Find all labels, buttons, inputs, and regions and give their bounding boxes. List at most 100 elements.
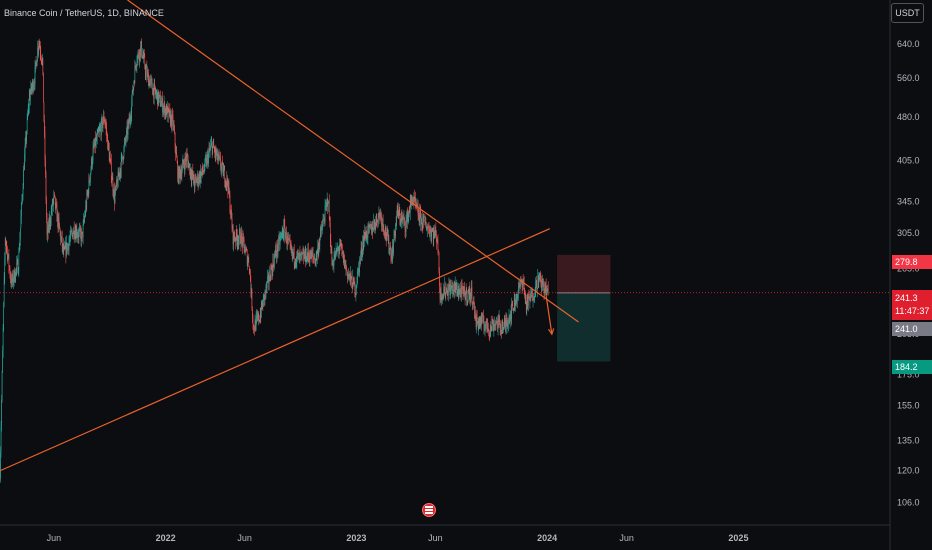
- candle-body: [504, 321, 505, 324]
- candle-body: [172, 114, 173, 116]
- candle-body: [301, 252, 302, 254]
- candle-body: [412, 200, 413, 205]
- candle-body: [263, 294, 265, 297]
- candle-body: [511, 303, 512, 320]
- candle-body: [512, 307, 514, 311]
- candle-body: [122, 157, 124, 162]
- candle-body: [217, 158, 219, 160]
- candle-body: [212, 143, 214, 147]
- candle-body: [223, 168, 225, 171]
- candle-body: [160, 105, 162, 107]
- candle-body: [235, 229, 237, 242]
- candle-body: [362, 242, 364, 248]
- candle-body: [351, 278, 353, 288]
- candle-body: [140, 46, 141, 57]
- candle-body: [387, 234, 389, 241]
- candle-body: [148, 79, 150, 86]
- candle-body: [146, 68, 148, 78]
- candle-body: [278, 236, 280, 238]
- candle-body: [240, 243, 242, 245]
- candle-body: [91, 158, 93, 166]
- currency-button[interactable]: USDT: [891, 3, 924, 23]
- candle-body: [386, 229, 388, 234]
- candle-body: [153, 84, 155, 99]
- candle-body: [81, 231, 82, 242]
- candle-body: [311, 251, 313, 256]
- candle-body: [397, 211, 399, 218]
- candle-body: [435, 229, 436, 234]
- candle-body: [439, 286, 441, 301]
- candle-body: [441, 296, 443, 300]
- candle-body: [182, 159, 184, 164]
- candle-body: [68, 242, 70, 251]
- candle-body: [153, 88, 154, 99]
- candle-body: [345, 260, 346, 269]
- candle-body: [428, 226, 429, 228]
- candle-body: [210, 143, 212, 146]
- candle-body: [361, 247, 362, 255]
- candle-body: [55, 203, 57, 209]
- candle-body: [137, 55, 138, 63]
- candle-body: [56, 203, 57, 206]
- candle-body: [151, 79, 152, 81]
- candle-body: [536, 288, 538, 291]
- candle-body: [339, 245, 340, 249]
- candle-body: [205, 159, 206, 160]
- candle-body: [14, 279, 16, 282]
- candle-body: [169, 109, 171, 112]
- candle-body: [193, 174, 194, 179]
- candle-body: [519, 285, 521, 287]
- candle-body: [493, 322, 494, 331]
- candle-body: [364, 231, 366, 240]
- candle-body: [61, 236, 62, 238]
- candle-body: [360, 247, 362, 256]
- candle-body: [174, 130, 175, 134]
- candle-body: [192, 171, 194, 179]
- candle-body: [207, 154, 208, 157]
- candle-body: [194, 183, 195, 188]
- candle-body: [431, 230, 433, 232]
- candle-body: [404, 221, 406, 230]
- candle-body: [206, 156, 208, 166]
- candle-body: [97, 130, 99, 133]
- earnings-event-icon[interactable]: [422, 503, 436, 517]
- candle-body: [135, 65, 137, 67]
- candle-body: [8, 254, 10, 267]
- candle-body: [461, 285, 462, 298]
- candle-body: [68, 244, 69, 251]
- candle-body: [45, 173, 47, 201]
- candle-body: [31, 84, 32, 91]
- candle-body: [257, 315, 258, 318]
- grid: [0, 0, 891, 550]
- candle-body: [532, 292, 533, 301]
- candle-body: [298, 253, 299, 255]
- candle-body: [502, 324, 504, 333]
- candle-body: [269, 270, 270, 281]
- candle-body: [313, 258, 315, 260]
- candle-body: [499, 320, 501, 329]
- trendlines: [0, 0, 579, 472]
- take-profit-zone: [557, 292, 611, 362]
- candle-body: [236, 236, 238, 244]
- candle-body: [495, 321, 497, 326]
- candle-body: [540, 279, 542, 281]
- candle-body: [376, 214, 378, 222]
- candle-body: [322, 219, 324, 224]
- last-price-tag: 241.3 11:47:37: [892, 290, 932, 320]
- candle-body: [409, 211, 411, 213]
- candle-body: [285, 234, 286, 239]
- candle-body: [144, 56, 146, 68]
- candle-body: [372, 229, 374, 232]
- candle-body: [537, 275, 539, 289]
- candle-body: [119, 172, 120, 176]
- candle-body: [65, 243, 66, 249]
- candle-body: [452, 285, 453, 294]
- candle-body: [544, 288, 545, 294]
- candle-body: [121, 154, 123, 157]
- candle-body: [86, 193, 88, 209]
- candle-body: [219, 156, 220, 158]
- candle-body: [211, 142, 213, 154]
- candle-body: [77, 235, 79, 236]
